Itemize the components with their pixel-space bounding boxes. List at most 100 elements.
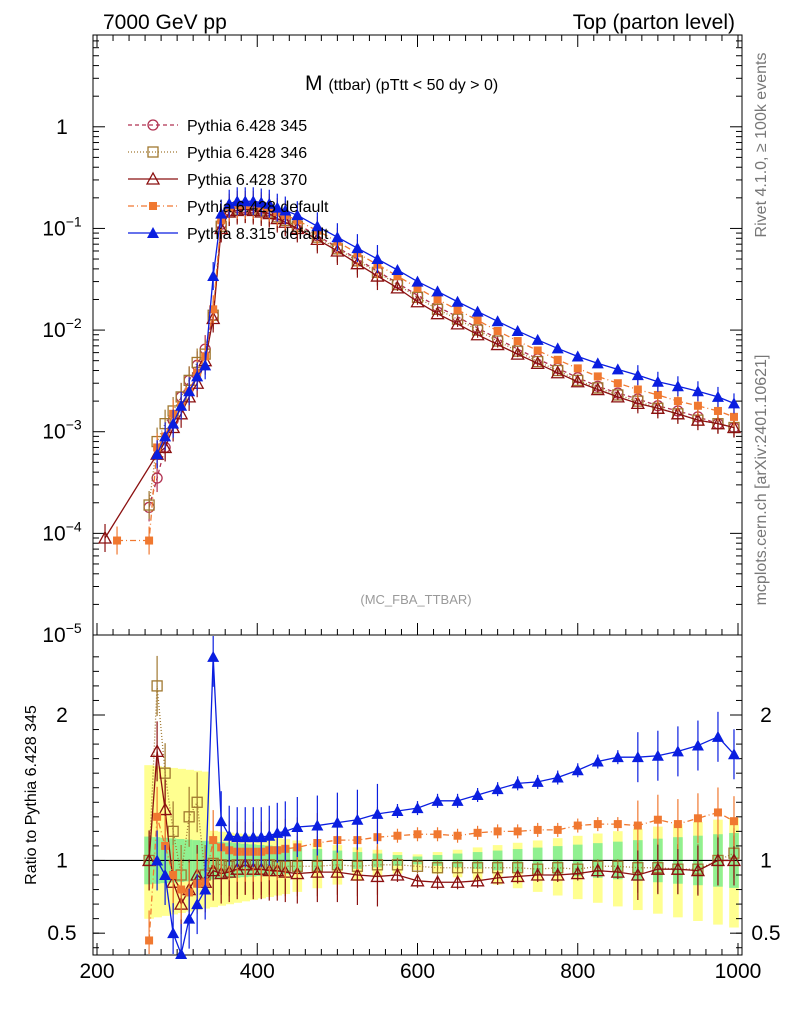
data-point [726, 853, 742, 867]
data-point [450, 316, 465, 330]
data-point [350, 867, 365, 881]
data-point [651, 375, 664, 387]
ratio-y-tick-label: 1 [56, 849, 68, 872]
data-point [390, 867, 405, 881]
data-point [451, 295, 464, 307]
data-point [151, 854, 164, 866]
data-point [431, 862, 444, 874]
data-point [279, 825, 292, 837]
data-point [551, 342, 564, 354]
legend-entry: Pythia 6.428 default [128, 199, 329, 216]
y-tick-label: 10−1 [42, 213, 82, 240]
data-point [175, 948, 188, 959]
data-point [633, 821, 642, 830]
data-point [690, 412, 706, 426]
y-tick-exponent: −4 [66, 518, 82, 534]
data-point [513, 827, 522, 836]
data-point [651, 749, 664, 761]
data-point [630, 396, 645, 410]
data-point [653, 815, 662, 824]
data-point [613, 379, 622, 388]
legend-entry: Pythia 6.428 370 [128, 171, 307, 189]
data-point [710, 416, 726, 430]
data-point [206, 311, 221, 325]
data-point [729, 412, 738, 421]
header-right: Top (parton level) [573, 11, 735, 34]
data-point [351, 813, 364, 825]
data-point [729, 817, 738, 826]
data-point [97, 530, 113, 544]
data-point [159, 430, 172, 442]
data-point [167, 927, 180, 939]
data-point [493, 827, 502, 836]
y-tick-label: 10−2 [42, 315, 82, 342]
data-point [471, 862, 484, 874]
data-point [331, 816, 344, 828]
data-point [610, 864, 625, 878]
mcplots-label: mcplots.cern.ch [arXiv:2401.10621] [753, 355, 770, 606]
data-point [310, 864, 325, 878]
data-point [311, 819, 324, 831]
data-point [451, 862, 464, 874]
data-point [169, 871, 178, 879]
legend-label: Pythia 6.428 345 [187, 118, 307, 135]
data-point [530, 867, 545, 881]
data-point [653, 390, 662, 399]
data-point [673, 820, 682, 829]
data-point [175, 399, 188, 411]
ratio-bands [144, 765, 739, 928]
data-point [371, 253, 384, 265]
legend-entry: Pythia 6.428 345 [128, 118, 307, 135]
data-point [630, 867, 645, 881]
data-point [533, 825, 542, 834]
data-point [431, 794, 444, 806]
data-point [351, 242, 364, 254]
x-tick-label: 400 [240, 960, 275, 983]
data-point [390, 280, 405, 294]
main-series-layer [97, 187, 742, 555]
data-point [158, 802, 173, 816]
main-title-sub: (ttbar) (pTtt < 50 dy > 0) [328, 77, 498, 94]
data-point [167, 417, 180, 429]
legend-label: Pythia 6.428 346 [187, 145, 307, 162]
data-point [591, 357, 604, 369]
x-tick-label: 800 [560, 960, 595, 983]
data-point [693, 814, 702, 823]
data-point [410, 873, 425, 887]
legend-marker [149, 202, 157, 210]
data-point [207, 270, 220, 282]
data-point [571, 764, 584, 776]
data-point [331, 231, 344, 243]
data-point [710, 853, 726, 867]
data-point [573, 821, 582, 830]
data-point [471, 789, 484, 800]
data-point [691, 739, 704, 751]
data-point [491, 315, 504, 327]
data-point [113, 536, 122, 545]
x-tick-label: 1000 [715, 960, 762, 983]
legend-entry: Pythia 6.428 346 [128, 145, 307, 162]
data-point [491, 783, 504, 795]
y-tick-exponent: −2 [66, 315, 82, 331]
ratio-y-tick-label-right: 2 [760, 704, 772, 727]
data-point [393, 272, 402, 281]
data-point [493, 326, 502, 335]
data-point [611, 363, 624, 375]
data-point [513, 337, 522, 346]
data-point [453, 831, 462, 840]
data-point [330, 243, 345, 257]
data-point [553, 825, 562, 834]
data-point [191, 370, 204, 382]
data-point [691, 385, 704, 397]
data-point [510, 869, 525, 883]
data-point [191, 898, 204, 910]
data-point [727, 748, 740, 760]
header-left: 7000 GeV pp [103, 11, 227, 34]
data-point [531, 775, 544, 787]
data-point [570, 866, 585, 880]
data-point [370, 268, 385, 282]
data-point [145, 936, 154, 945]
data-point [411, 860, 424, 872]
